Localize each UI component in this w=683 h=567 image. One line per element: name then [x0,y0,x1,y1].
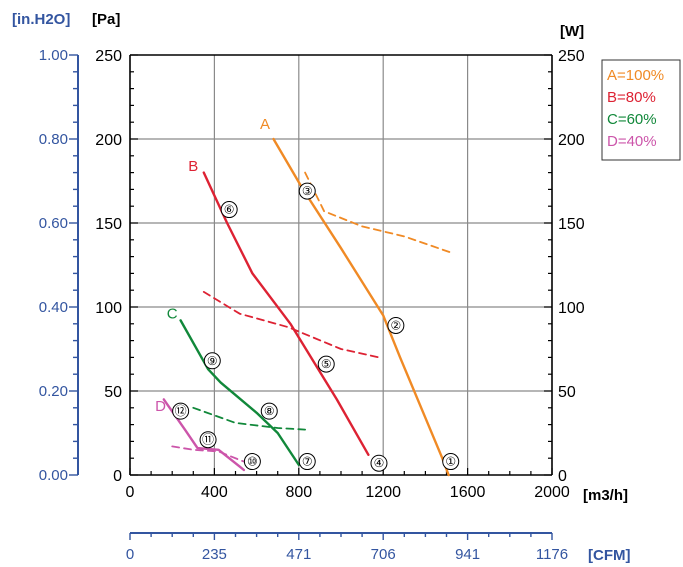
marker-circle [298,182,316,200]
operating-point-marker: ⑥ [220,201,238,219]
y-tick-label-pa: 0 [113,468,122,485]
left-inner-unit-label: [Pa] [92,11,120,28]
y-tick-label-w: 100 [558,300,585,317]
marker-circle [260,402,278,420]
y-tick-label-inh2o: 0.80 [39,131,68,148]
series-C-pressure-line [179,319,300,467]
operating-point-marker: ② [387,316,405,334]
y-tick-label-inh2o: 1.00 [39,47,68,64]
left-outer-unit-label: [in.H2O] [12,11,70,28]
x-tick-label-m3h: 400 [201,484,228,501]
marker-circle [298,453,316,471]
marker-label: ④ [374,456,385,470]
operating-point-marker: ⑨ [203,352,221,370]
operating-point-marker: ① [442,453,460,471]
operating-point-marker: ③ [298,182,316,200]
x-tick-label-m3h: 0 [126,484,135,501]
marker-label: ⑫ [175,404,187,418]
legend-item: D=40% [607,133,657,150]
curve-label-D: D [155,398,166,415]
marker-label: ① [445,455,456,469]
series-layer [162,137,454,477]
series-C-power-line [192,406,307,431]
series-A-power-line [304,171,454,255]
x-tick-label-m3h: 800 [285,484,312,501]
cfm-unit-label: [CFM] [588,547,630,564]
y-tick-label-w: 0 [558,468,567,485]
marker-circle [442,453,460,471]
y-tick-label-inh2o: 0.40 [39,299,68,316]
marker-label: ⑨ [207,354,218,368]
marker-circle [387,316,405,334]
grid [130,55,552,475]
x-tick-label-m3h: 1200 [365,484,401,501]
marker-label: ⑪ [202,433,214,447]
x-tick-label-cfm: 0 [126,546,134,563]
legend: A=100% B=80% C=60% D=40% [601,59,681,161]
y-tick-label-pa: 50 [104,384,122,401]
curve-label-A: A [260,116,270,133]
legend-item: B=80% [607,89,656,106]
curve-label-C: C [167,306,178,323]
legend-item: A=100% [607,67,664,84]
marker-circle [220,201,238,219]
y-tick-label-w: 200 [558,132,585,149]
y-tick-label-w: 50 [558,384,576,401]
x-tick-label-cfm: 706 [371,546,396,563]
marker-label: ⑩ [247,455,258,469]
x-unit-label: [m3/h] [583,487,628,504]
marker-circle [172,402,190,420]
operating-point-marker: ⑦ [298,453,316,471]
y-tick-label-inh2o: 0.20 [39,383,68,400]
marker-circle [243,453,261,471]
y-tick-label-w: 250 [558,48,585,65]
operating-point-marker: ④ [370,454,388,472]
y-tick-label-pa: 250 [95,48,122,65]
operating-point-marker: ⑪ [199,431,217,449]
marker-label: ⑧ [264,404,275,418]
curve-label-B: B [188,158,198,175]
curve-labels: A B C D [155,116,270,415]
marker-circle [370,454,388,472]
y-tick-label-w: 150 [558,216,585,233]
axes: 250 200 150 100 50 0 250 200 150 100 50 0 1.00 0.80 0.… [39,47,585,563]
x-tick-label-m3h: 2000 [534,484,570,501]
operating-point-marker: ⑫ [172,402,190,420]
marker-label: ② [390,318,401,332]
marker-circle [203,352,221,370]
x-tick-label-m3h: 1600 [450,484,486,501]
x-tick-label-cfm: 235 [202,546,227,563]
y-tick-label-pa: 100 [95,300,122,317]
operating-point-marker: ⑧ [260,402,278,420]
y-tick-label-pa: 150 [95,216,122,233]
legend-box [601,59,681,161]
y-tick-label-pa: 200 [95,132,122,149]
operating-point-markers: ① ② ③ ④ ⑤ ⑥ ⑦ ⑧ ⑨ ⑩ ⑪ ⑫ [172,182,460,472]
marker-label: ⑤ [321,357,332,371]
marker-circle [317,355,335,373]
series-D-power-line [171,445,245,463]
operating-point-marker: ⑩ [243,453,261,471]
series-B-power-line [202,290,380,359]
operating-point-marker: ⑤ [317,355,335,373]
marker-label: ③ [302,184,313,198]
x-tick-label-cfm: 941 [455,546,480,563]
legend-item: C=60% [607,111,657,128]
y-tick-label-inh2o: 0.60 [39,215,68,232]
marker-label: ⑦ [302,455,313,469]
right-unit-label: [W] [560,23,584,40]
x-tick-label-cfm: 1176 [536,546,568,563]
marker-label: ⑥ [224,203,235,217]
x-tick-label-cfm: 471 [286,546,311,563]
series-D-pressure-line [162,398,246,472]
y-tick-label-inh2o: 0.00 [39,467,68,484]
marker-circle [199,431,217,449]
